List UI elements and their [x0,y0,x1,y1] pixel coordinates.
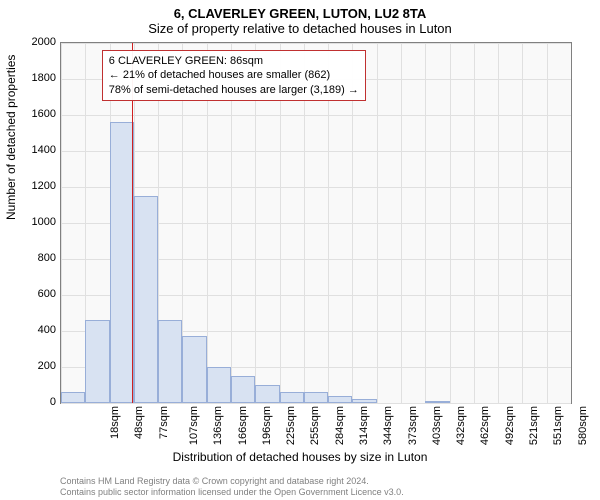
chart-title-main: 6, CLAVERLEY GREEN, LUTON, LU2 8TA [0,0,600,21]
y-tick-label: 0 [16,396,56,408]
x-tick-label: 551sqm [552,406,564,445]
y-tick-label: 800 [16,252,56,264]
x-tick-label: 48sqm [133,406,145,439]
x-tick-label: 462sqm [480,406,492,445]
attribution-text: Contains HM Land Registry data © Crown c… [60,476,404,498]
annotation-line: ← 21% of detached houses are smaller (86… [109,68,359,82]
grid-line-v [61,43,62,403]
chart-title-sub: Size of property relative to detached ho… [0,21,600,38]
x-tick-label: 344sqm [382,406,394,445]
histogram-bar [158,320,182,403]
x-tick-label: 225sqm [285,406,297,445]
x-tick-label: 521sqm [528,406,540,445]
x-tick-label: 580sqm [577,406,589,445]
histogram-bar [231,376,255,403]
attribution-line-2: Contains public sector information licen… [60,487,404,498]
grid-line-v [474,43,475,403]
x-tick-label: 403sqm [431,406,443,445]
y-tick-label: 1200 [16,180,56,192]
grid-line-h [61,187,571,188]
histogram-bar [85,320,109,403]
attribution-line-1: Contains HM Land Registry data © Crown c… [60,476,404,487]
y-tick-label: 400 [16,324,56,336]
histogram-bar [61,392,85,403]
y-tick-label: 600 [16,288,56,300]
grid-line-v [547,43,548,403]
grid-line-h [61,43,571,44]
grid-line-v [522,43,523,403]
grid-line-v [377,43,378,403]
x-tick-label: 166sqm [237,406,249,445]
y-tick-label: 1400 [16,144,56,156]
histogram-bar [134,196,158,403]
histogram-bar [352,399,376,403]
grid-line-v [401,43,402,403]
grid-line-h [61,151,571,152]
histogram-bar [110,122,134,403]
x-tick-label: 284sqm [334,406,346,445]
x-tick-label: 373sqm [407,406,419,445]
histogram-bar [425,401,449,403]
x-tick-label: 77sqm [158,406,170,439]
grid-line-v [498,43,499,403]
y-tick-label: 2000 [16,36,56,48]
x-tick-label: 107sqm [188,406,200,445]
histogram-bar [304,392,328,403]
grid-line-v [450,43,451,403]
y-tick-label: 1600 [16,108,56,120]
x-tick-label: 196sqm [261,406,273,445]
histogram-bar [280,392,304,403]
x-tick-label: 18sqm [109,406,121,439]
histogram-bar [328,396,352,403]
annotation-line: 6 CLAVERLEY GREEN: 86sqm [109,54,359,68]
chart-plot-area: 6 CLAVERLEY GREEN: 86sqm← 21% of detache… [60,42,572,404]
y-tick-label: 1000 [16,216,56,228]
histogram-bar [182,336,206,403]
x-tick-label: 432sqm [455,406,467,445]
x-axis-label: Distribution of detached houses by size … [0,450,600,464]
histogram-bar [255,385,279,403]
y-tick-label: 200 [16,360,56,372]
grid-line-h [61,115,571,116]
x-tick-label: 255sqm [310,406,322,445]
x-tick-label: 492sqm [504,406,516,445]
annotation-line: 78% of semi-detached houses are larger (… [109,83,359,97]
grid-line-v [425,43,426,403]
x-tick-label: 314sqm [358,406,370,445]
y-tick-label: 1800 [16,72,56,84]
annotation-box: 6 CLAVERLEY GREEN: 86sqm← 21% of detache… [102,50,366,101]
x-tick-label: 136sqm [212,406,224,445]
histogram-bar [207,367,231,403]
grid-line-h [61,403,571,404]
